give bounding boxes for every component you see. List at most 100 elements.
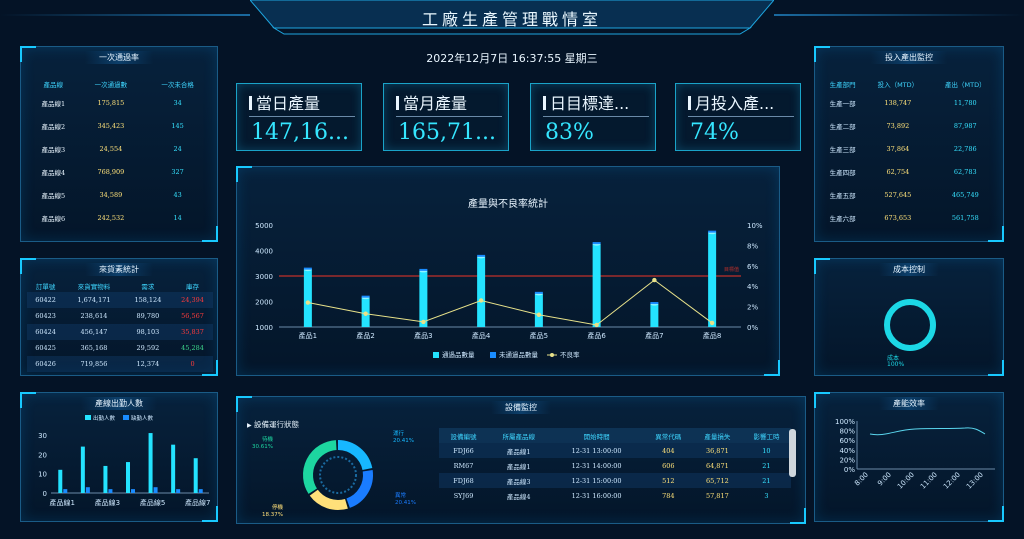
kpi-value: 74% [690, 120, 739, 145]
table-cell: 327 [171, 167, 184, 176]
table-row: 生產五部 527,645 465,749 [821, 183, 999, 206]
x-tick-label: 產品1 [299, 331, 317, 340]
table-row: 生產一部 138,747 11,780 [821, 91, 999, 114]
bar-pass [650, 304, 659, 327]
bar-fail [419, 268, 428, 271]
legend-label: 出勤人數 [93, 414, 116, 422]
table-cell: 產品線2 [41, 122, 66, 131]
table-cell: 產品線1 [506, 462, 531, 471]
table-cell: 產品線5 [41, 191, 66, 200]
table-cell: 12-31 16:00:00 [571, 491, 622, 500]
table-cell: 138,747 [884, 98, 912, 107]
table-cell: 產品線1 [506, 447, 531, 456]
legend-label: 不良率 [560, 350, 580, 359]
kpi-label: 當日產量 [256, 94, 321, 113]
x-tick-label: 產品6 [587, 331, 606, 340]
table-row: 產品線1 175,815 34 [29, 91, 211, 114]
y-tick-label: 10 [38, 471, 47, 479]
attendance-panel: 產線出勤人數 出勤人數 缺勤人數 0 10 20 30 產品線1 產品線3 產品線5 產品線7 [20, 392, 218, 522]
y2-tick-label: 4% [747, 283, 758, 291]
segment-value: 18.37% [262, 512, 283, 518]
column-header: 影響工時 [753, 432, 780, 441]
table-cell: 673,653 [884, 213, 912, 222]
table-cell: 24 [173, 144, 182, 153]
defect-rate-point [421, 319, 426, 325]
legend-label: 缺勤人數 [131, 414, 154, 422]
bar-present [148, 433, 153, 493]
table-cell: 產品線4 [41, 168, 66, 177]
table-cell: 456,147 [80, 328, 108, 336]
table-cell: 87,987 [953, 121, 977, 130]
table-cell: 34 [173, 98, 182, 107]
legend-label: 通過品數量 [442, 350, 475, 359]
header-line-right [774, 14, 1024, 16]
x-tick-label: 產品2 [356, 331, 374, 340]
table-cell: 37,864 [886, 144, 910, 153]
table-cell: 12,374 [136, 360, 160, 368]
bar-pass [419, 270, 428, 327]
table-cell: 62,783 [953, 167, 977, 176]
table-cell: RM67 [453, 461, 474, 470]
defect-rate-point [478, 298, 484, 303]
x-tick-label: 產品線3 [95, 498, 120, 507]
column-header: 庫存 [186, 282, 200, 291]
table-cell: 36,871 [705, 446, 729, 455]
table-row: 生產二部 73,892 87,987 [821, 114, 999, 137]
bar-pass [303, 269, 312, 327]
table-cell: 98,103 [136, 328, 160, 336]
table-row: 產品線2 345,423 145 [29, 114, 211, 137]
table-cell: 35,837 [181, 328, 204, 336]
table-cell: 生產三部 [829, 145, 856, 154]
column-header: 異常代碼 [655, 432, 682, 441]
table-row: 60423 238,614 89,780 56,567 [27, 308, 213, 324]
y-tick-label: 5000 [255, 222, 273, 230]
efficiency-panel: 產能效率 0% 20% 40% 60% 80% 100% 8:00 9:00 10:00 11:0… [814, 392, 1004, 522]
column-header: 生產部門 [829, 81, 856, 89]
bar-absent [131, 489, 135, 493]
legend-label: 未通過品數量 [499, 350, 539, 359]
kpi-marker-icon [543, 96, 546, 110]
y-tick-label: 1000 [255, 324, 273, 332]
io-monitor-panel: 投入產出監控 生產部門 投入（MTD） 產出（MTD） 生產一部 138,747 1… [814, 46, 1004, 242]
bar-pass [708, 232, 717, 327]
x-tick-label: 產品8 [703, 331, 721, 340]
column-header: 需求 [141, 282, 155, 291]
table-cell: 產品線4 [506, 492, 531, 501]
bar-present [126, 462, 130, 493]
bar-absent [85, 487, 90, 493]
column-header: 來貨實物料 [77, 282, 111, 291]
output-defect-chart: 產量與不良率統計 1000 2000 3000 4000 5000 0% 2% 4% 6% 8% 10… [255, 197, 763, 359]
segment-value: 30.61% [252, 444, 273, 450]
table-cell: 465,749 [951, 190, 979, 199]
panel-title: 投入產出監控 [871, 51, 947, 64]
column-header: 產品線 [43, 81, 64, 89]
table-row: 60425 365,168 29,592 45,284 [27, 340, 213, 356]
defect-rate-point [709, 320, 715, 326]
bar-present [80, 446, 85, 493]
table-cell: 57,817 [705, 491, 729, 500]
panel-title: 產線出勤人數 [81, 397, 157, 410]
table-cell: 0 [190, 360, 195, 368]
table-scrollbar[interactable] [789, 429, 796, 477]
table-cell: FDJ66 [453, 446, 474, 455]
panel-title: 產能效率 [879, 397, 939, 410]
panel-title: 成本控制 [879, 263, 939, 276]
y-tick-label: 0% [844, 466, 855, 474]
table-row: 產品線5 34,589 43 [29, 183, 211, 206]
kpi-marker-icon [688, 96, 691, 110]
y-tick-label: 80% [839, 428, 855, 436]
table-cell: 145 [171, 121, 184, 130]
datetime: 2022年12月7日 16:37:55 星期三 [426, 52, 598, 65]
y-tick-label: 4000 [255, 248, 273, 256]
kpi-marker-icon [249, 96, 252, 110]
donut-segment [337, 440, 373, 471]
y-tick-label: 2000 [255, 299, 273, 307]
x-tick-label: 產品線5 [140, 498, 165, 507]
table-cell: 產品線3 [506, 477, 531, 486]
kpi-value: 83% [545, 120, 594, 145]
panel-title: 一次通過率 [85, 51, 153, 64]
table-cell: 24,554 [99, 144, 123, 153]
table-cell: 56,567 [181, 312, 204, 320]
column-header: 一次通過數 [94, 81, 128, 89]
bar-fail [592, 242, 601, 245]
